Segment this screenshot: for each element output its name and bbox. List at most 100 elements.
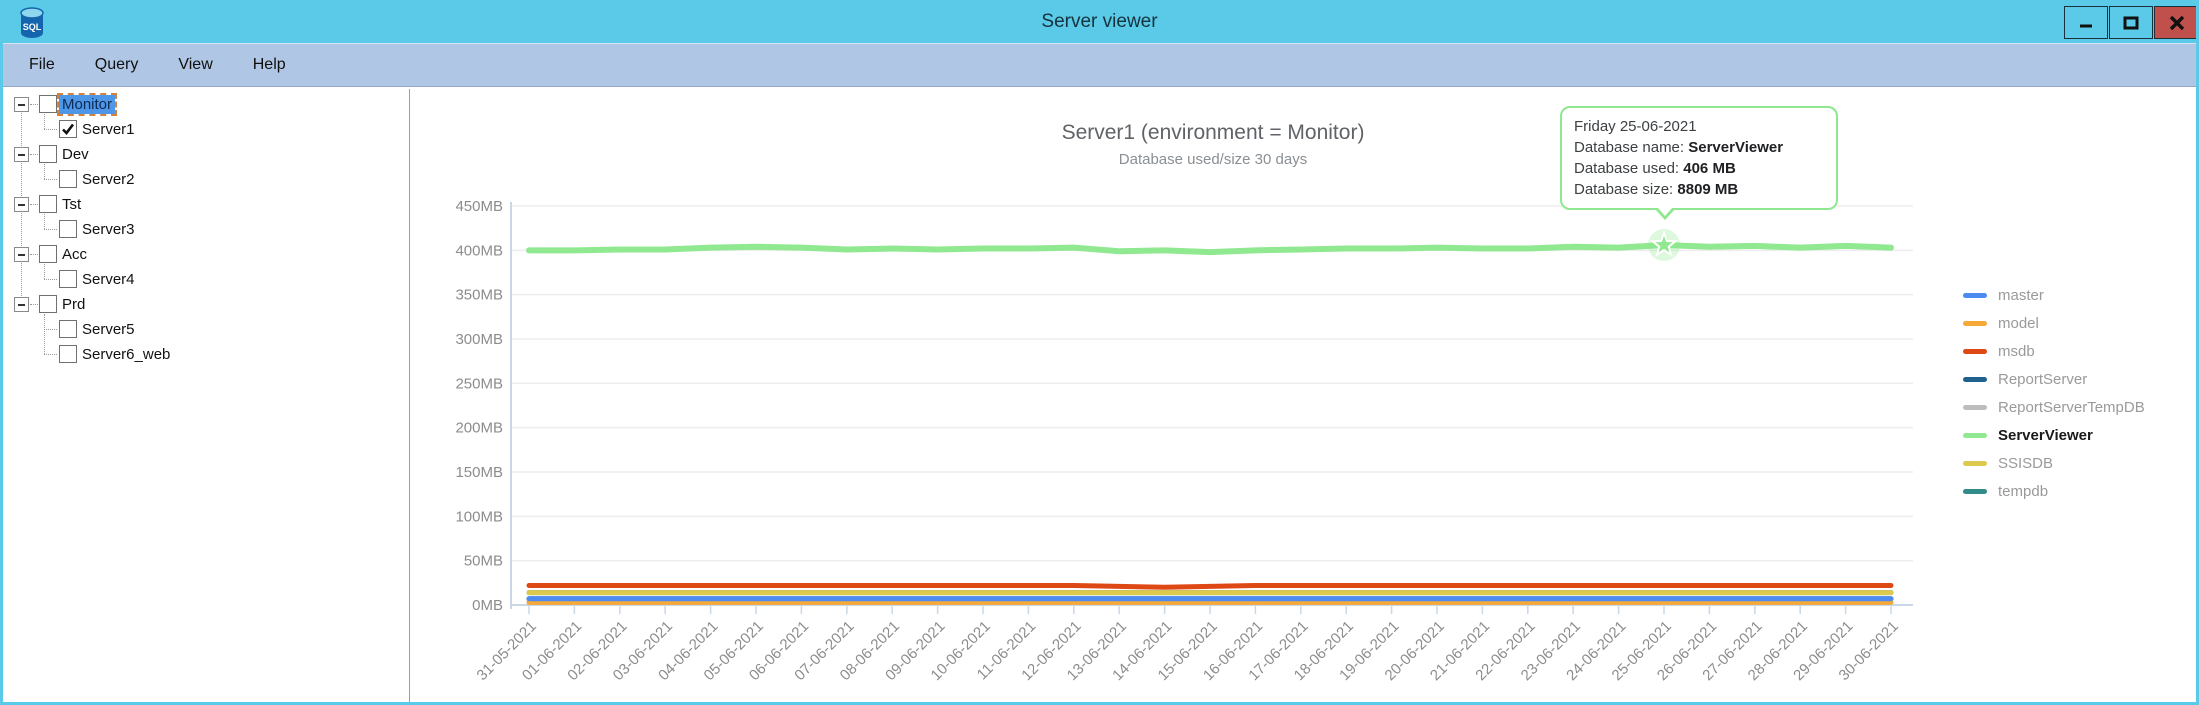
tree-row[interactable]: Dev [3,142,409,167]
series-line-msdb[interactable] [526,582,1894,590]
tree-row[interactable]: Prd [3,292,409,317]
tooltip-date: Friday 25-06-2021 [1574,118,1697,135]
y-axis-label: 50MB [464,553,503,570]
tree-item-label[interactable]: Server3 [82,221,135,238]
tree-item-label[interactable]: Dev [62,146,89,163]
minus-glyph [18,254,25,256]
legend-item-master[interactable]: master [1963,281,2145,309]
tree-row[interactable]: Server3 [3,217,409,242]
tree-item-label[interactable]: Server4 [82,271,135,288]
legend-item-tempdb[interactable]: tempdb [1963,477,2145,505]
chart-tooltip: Friday 25-06-2021 Database name: ServerV… [1560,106,1838,220]
legend-item-msdb[interactable]: msdb [1963,337,2145,365]
menu-help[interactable]: Help [252,56,286,73]
tree-row[interactable]: Tst [3,192,409,217]
title-bar[interactable]: SQL Server viewer [3,3,2196,43]
menu-file[interactable]: File [29,56,55,73]
y-axis-label: 200MB [455,420,503,437]
legend-item-ReportServerTempDB[interactable]: ReportServerTempDB [1963,393,2145,421]
legend-swatch [1963,488,1987,494]
line-chart[interactable]: 0MB 50MB 100MB 150MB 200MB 250MB 300MB 350MB 400… [3,89,2196,705]
menu-view[interactable]: View [178,56,213,73]
tree-row[interactable]: Server1 [3,117,409,142]
expand-collapse-icon[interactable] [14,147,29,162]
expand-collapse-icon[interactable] [14,197,29,212]
expand-collapse-icon[interactable] [14,297,29,312]
tree-row[interactable]: Server5 [3,317,409,342]
legend-label: master [1998,286,2044,304]
tree-connector-line [30,304,38,305]
maximize-button[interactable] [2109,6,2153,39]
tree-connector-line [44,264,45,279]
checkbox[interactable] [39,245,57,263]
tree-item-label[interactable]: Acc [62,246,88,263]
legend-item-ServerViewer[interactable]: ServerViewer [1963,421,2145,449]
checkbox[interactable] [59,320,77,338]
tree-connector-line [30,254,38,255]
legend-label: ServerViewer [1998,426,2093,444]
legend-item-ReportServer[interactable]: ReportServer [1963,365,2145,393]
checkbox[interactable] [59,270,77,288]
tree-connector-line [44,229,57,230]
tree-item-label[interactable]: Server6_web [82,346,171,363]
close-button[interactable] [2154,6,2196,39]
tree-item-label[interactable]: Monitor [56,93,118,116]
legend-label: ReportServer [1998,370,2088,388]
legend-item-model[interactable]: model [1963,309,2145,337]
minus-glyph [18,304,25,306]
tree-item-label[interactable]: Tst [62,196,82,213]
y-axis-label: 400MB [455,242,503,259]
chart-subtitle: Database used/size 30 days [1118,151,1308,168]
checkbox[interactable] [39,295,57,313]
tree-item-label[interactable]: Server5 [82,321,135,338]
content-area: Monitor Server1 Dev Server2 Tst Server3 Acc Ser… [3,89,2196,702]
minus-glyph [18,104,25,106]
legend-swatch [1963,432,1987,438]
tree-connector-line [30,104,38,105]
minimize-button[interactable] [2064,6,2108,39]
checkbox[interactable] [59,345,77,363]
tree-item-label[interactable]: Prd [62,296,86,313]
legend-swatch [1963,376,1987,382]
checkbox[interactable] [39,145,57,163]
maximize-icon [2123,16,2139,29]
checkbox[interactable] [39,95,57,113]
checkbox[interactable] [59,120,77,138]
tree-row[interactable]: Server4 [3,267,409,292]
legend-item-SSISDB[interactable]: SSISDB [1963,449,2145,477]
tree-item-label[interactable]: Server2 [82,171,135,188]
sql-database-icon: SQL [20,7,44,38]
menu-query[interactable]: Query [94,56,139,73]
checkbox[interactable] [39,195,57,213]
server-tree-panel: Monitor Server1 Dev Server2 Tst Server3 Acc Ser… [3,89,410,702]
tree-connector-line [44,314,45,354]
tree-row[interactable]: Server2 [3,167,409,192]
tree-connector-line [44,179,57,180]
tree-connector-line [44,329,57,330]
tooltip-row: Database name: ServerViewer [1574,139,1784,156]
close-icon [2169,15,2184,30]
chart-legend: master model msdb ReportServer ReportServerT… [1963,281,2145,505]
tree-row[interactable]: Monitor [3,92,409,117]
tree-connector-line [44,164,45,179]
chart-title: Server1 (environment = Monitor) [1061,121,1365,144]
tree-item-label[interactable]: Server1 [82,121,135,138]
minus-glyph [18,204,25,206]
expand-collapse-icon[interactable] [14,97,29,112]
checkbox[interactable] [59,170,77,188]
y-axis-label: 450MB [455,198,503,215]
legend-label: ReportServerTempDB [1998,398,2145,416]
checkbox[interactable] [59,220,77,238]
tree-connector-line [44,129,57,130]
tree-row[interactable]: Server6_web [3,342,409,367]
check-icon [62,123,75,135]
tree-row[interactable]: Acc [3,242,409,267]
star-marker-icon [1649,230,1679,258]
legend-swatch [1963,348,1987,354]
y-axis-label: 300MB [455,331,503,348]
legend-label: tempdb [1998,482,2049,500]
expand-collapse-icon[interactable] [14,247,29,262]
y-axis-label: 100MB [455,508,503,525]
legend-label: SSISDB [1998,454,2054,472]
